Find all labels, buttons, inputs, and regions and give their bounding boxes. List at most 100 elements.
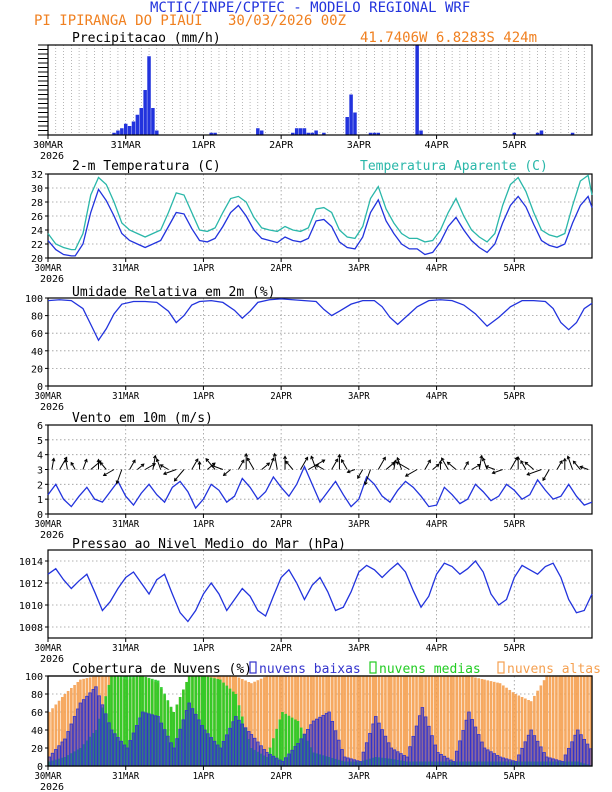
wind-arrow-head: [315, 464, 319, 468]
y-tick-label: 28: [31, 198, 43, 209]
cloud-bar: [365, 676, 368, 766]
cloud-bar: [135, 725, 139, 767]
panel-title: Umidade Relativa em 2m (%): [72, 285, 276, 300]
wind-arrow-head: [514, 456, 518, 461]
wind-arrow-head: [491, 470, 496, 475]
cloud-bar: [442, 755, 447, 767]
cloud-bar: [346, 676, 350, 766]
cloud-bar: [486, 680, 490, 766]
x-tick-label: 31MAR: [112, 391, 139, 403]
x-tick-label: 31MAR: [112, 643, 139, 655]
wind-arrow: [103, 469, 115, 476]
cloud-bar: [380, 676, 384, 766]
legend-apparent-temperature: Temperatura Aparente (C): [360, 159, 548, 174]
cloud-bar: [113, 733, 117, 767]
x-tick-label: 30MAR: [34, 519, 61, 531]
wind-arrow-head: [524, 461, 529, 466]
cloud-bar: [281, 712, 284, 766]
cloud-bar: [78, 702, 83, 767]
y-tick-label: 20: [31, 364, 43, 375]
cloud-bar: [349, 676, 353, 766]
y-tick-label: 0: [37, 762, 43, 773]
wind-arrow-head: [579, 465, 584, 470]
cloud-bar: [116, 737, 120, 767]
cloud-bar: [504, 758, 509, 767]
precip-bar: [535, 132, 540, 135]
wind-arrow-head: [64, 458, 69, 463]
wind-arrow: [385, 462, 395, 470]
wind-arrow-head: [132, 459, 136, 464]
x-tick-label: 1APR: [191, 140, 216, 151]
wind-arrow-head: [441, 457, 445, 462]
wind-arrow-head: [63, 456, 68, 461]
cloud-bar: [389, 747, 393, 767]
cloud-bar: [420, 707, 425, 767]
wind-arrow-head: [211, 462, 216, 467]
cloud-bar: [187, 702, 191, 767]
precip-bar: [419, 130, 423, 135]
x-tick-label: 2APR: [270, 391, 292, 403]
cloud-bar: [427, 725, 431, 767]
cloud-bar: [554, 759, 559, 767]
x-axis-year: 2026: [40, 402, 64, 413]
wind-arrow: [447, 461, 457, 470]
cloud-bar: [140, 711, 145, 767]
cloud-bar: [57, 700, 61, 766]
cloud-bar: [458, 740, 462, 767]
cloud-bar: [296, 743, 300, 767]
cloud-bar: [533, 695, 536, 766]
cloud-bar: [222, 682, 225, 766]
wind-arrow: [211, 464, 224, 470]
cloud-bar: [511, 692, 515, 766]
precip-bar: [116, 130, 120, 135]
precip-bar: [123, 123, 128, 135]
cloud-bar: [275, 676, 278, 766]
x-axis-year: 2026: [40, 654, 64, 665]
wind-arrow: [137, 463, 145, 470]
precip-bar: [512, 132, 517, 135]
cloud-bar: [218, 747, 223, 767]
cloud-bar: [334, 676, 337, 766]
wind-arrow-head: [321, 459, 326, 463]
cloud-bar: [349, 758, 353, 767]
panel-title: Pressao ao Nivel Medio do Mar (hPa): [72, 537, 346, 552]
cloud-bar: [225, 685, 229, 766]
cloud-bar: [439, 753, 443, 767]
y-tick-label: 0: [37, 510, 43, 521]
cloud-bar: [548, 676, 552, 766]
precip-bar: [135, 114, 140, 135]
wind-arrow-head: [396, 456, 401, 461]
wind-arrow: [70, 462, 76, 470]
wind-arrow-head: [240, 459, 245, 464]
wind-arrow-head: [559, 459, 563, 464]
cloud-bar: [256, 680, 260, 766]
cloud-bar: [548, 757, 552, 767]
cloud-bar: [529, 729, 533, 767]
x-tick-label: 3APR: [348, 771, 370, 783]
cloud-bar: [579, 734, 583, 767]
x-tick-label: 2APR: [269, 140, 294, 151]
precip-bar: [112, 132, 116, 135]
wind-arrow: [90, 460, 102, 470]
cloud-bar: [144, 712, 148, 767]
cloud-bar: [396, 676, 400, 766]
wind-arrow: [524, 461, 535, 470]
cloud-bar: [402, 676, 406, 766]
cloud-bar: [474, 677, 477, 766]
wind-arrow: [237, 459, 245, 470]
precip-bar: [291, 132, 295, 135]
cloud-bar: [408, 676, 412, 766]
wind-arrow: [492, 469, 503, 474]
cloud-bar: [430, 735, 434, 767]
y-tick-label: 1008: [19, 623, 43, 634]
cloud-bar: [290, 717, 294, 766]
cloud-bar: [517, 695, 521, 766]
x-tick-label: 5APR: [503, 391, 525, 403]
x-tick-label: 4APR: [426, 771, 448, 783]
cloud-bar: [247, 682, 251, 766]
wind-arrow-head: [357, 475, 361, 480]
y-tick-label: 60: [31, 329, 43, 340]
cloud-bar: [411, 676, 415, 766]
cloud-bar: [309, 676, 313, 766]
cloud-bar: [427, 676, 431, 766]
